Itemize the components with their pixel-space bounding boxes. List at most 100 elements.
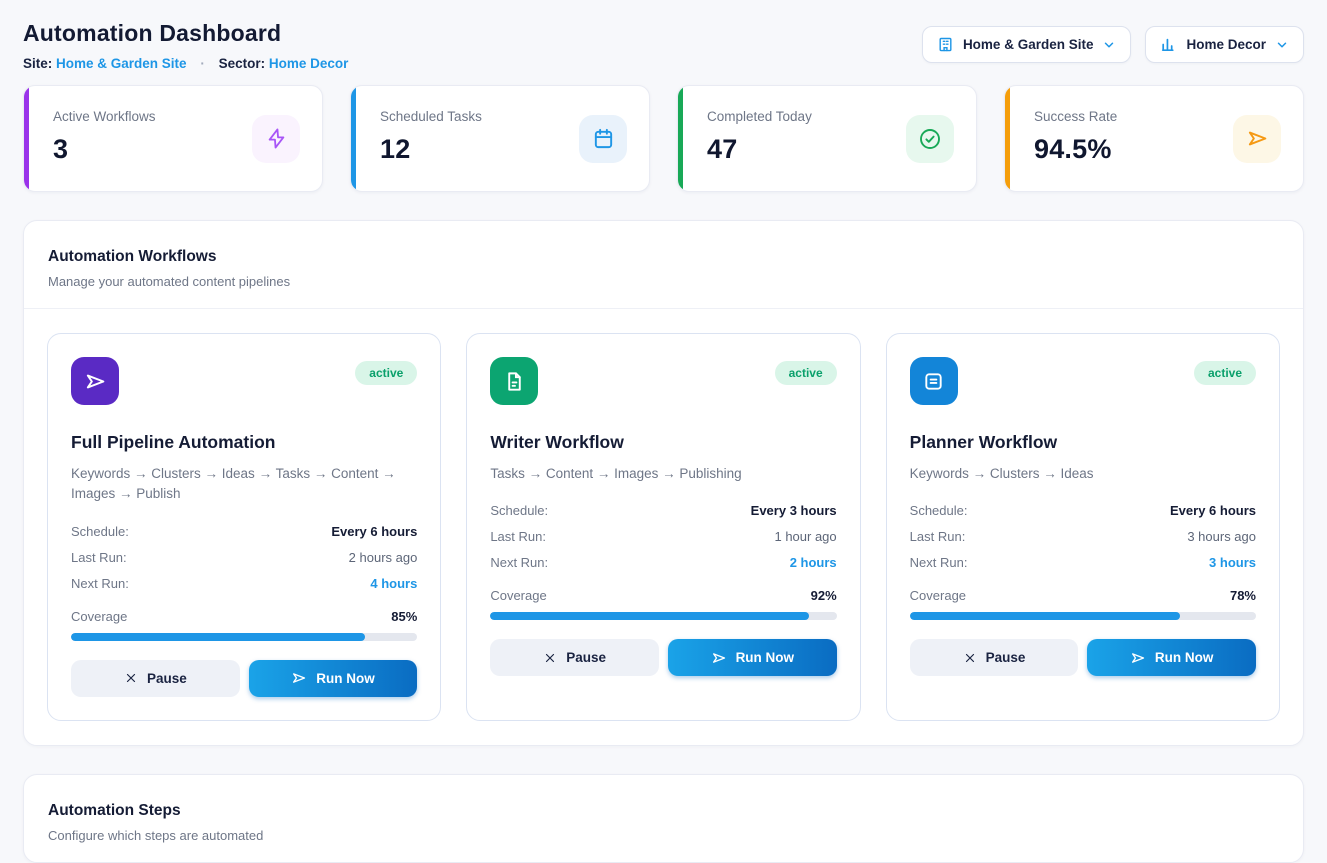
coverage-progress-bar — [71, 632, 418, 641]
site-selector-label: Home & Garden Site — [962, 37, 1094, 52]
coverage-value: 85% — [391, 608, 418, 624]
automation-steps-section: Automation Steps Configure which steps a… — [23, 773, 1304, 863]
workflow-actions: Pause Run Now — [490, 639, 837, 677]
workflow-pipeline: Keywords → Clusters → Ideas — [909, 466, 1094, 481]
workflow-card-head: active — [909, 357, 1256, 405]
site-link[interactable]: Home & Garden Site — [56, 56, 187, 71]
stat-label: Scheduled Tasks — [380, 109, 482, 124]
send-icon — [291, 670, 307, 686]
stat-card-success-rate: Success Rate 94.5% — [1004, 85, 1304, 192]
section-subtitle: Configure which steps are automated — [48, 827, 264, 843]
workflow-card-planner: active Planner Workflow Keywords → Clust… — [885, 333, 1280, 721]
coverage-row: Coverage 92% — [490, 588, 836, 603]
bar-chart-icon — [1160, 36, 1177, 53]
run-now-button-label: Run Now — [316, 670, 375, 686]
coverage-label: Coverage — [490, 588, 547, 604]
stat-accent-stripe — [678, 86, 683, 191]
stats-grid: Active Workflows 3 Scheduled Tasks 12 Co… — [23, 85, 1304, 192]
last-run-row: Last Run: 2 hours ago — [71, 550, 417, 565]
schedule-row: Schedule: Every 3 hours — [490, 503, 836, 518]
stat-value: 3 — [53, 134, 69, 164]
stat-label: Active Workflows — [53, 109, 156, 124]
building-icon — [937, 36, 954, 53]
close-icon — [963, 651, 977, 665]
breadcrumb: Site: Home & Garden Site · Sector: Home … — [23, 56, 348, 71]
coverage-progress-fill — [71, 632, 366, 641]
coverage-row: Coverage 78% — [910, 588, 1256, 603]
last-run-label: Last Run: — [71, 549, 127, 565]
calendar-icon — [579, 114, 627, 163]
pause-button[interactable]: Pause — [71, 659, 240, 697]
workflow-meta-rows: Schedule: Every 6 hours Last Run: 3 hour… — [910, 503, 1256, 581]
run-now-button[interactable]: Run Now — [248, 659, 418, 697]
close-icon — [543, 651, 557, 665]
next-run-row: Next Run: 4 hours — [71, 576, 417, 591]
chevron-down-icon — [1102, 38, 1116, 52]
stat-accent-stripe — [1005, 86, 1010, 191]
sector-label: Sector: — [218, 56, 266, 71]
stat-label: Success Rate — [1034, 109, 1118, 124]
site-selector-dropdown[interactable]: Home & Garden Site — [921, 26, 1132, 63]
stat-value: 47 — [707, 134, 738, 164]
coverage-progress-bar — [490, 612, 837, 621]
status-badge: active — [355, 361, 418, 385]
coverage-value: 92% — [810, 588, 837, 604]
next-run-value: 4 hours — [370, 575, 418, 591]
next-run-value: 3 hours — [1209, 555, 1256, 571]
sector-link[interactable]: Home Decor — [268, 56, 349, 71]
last-run-value: 1 hour ago — [774, 529, 837, 545]
coverage-value: 78% — [1229, 588, 1256, 604]
stat-value: 12 — [380, 134, 411, 164]
schedule-value: Every 6 hours — [331, 523, 418, 539]
separator-dot: · — [200, 56, 205, 71]
workflow-pipeline: Tasks → Content → Images → Publishing — [490, 466, 742, 481]
coverage-progress-fill — [909, 612, 1180, 621]
next-run-value: 2 hours — [789, 555, 837, 571]
close-icon — [124, 671, 138, 685]
chevron-down-icon — [1275, 38, 1289, 52]
send-icon — [1233, 114, 1281, 163]
workflow-meta-rows: Schedule: Every 3 hours Last Run: 1 hour… — [490, 503, 836, 581]
next-run-label: Next Run: — [490, 555, 549, 571]
workflow-meta-rows: Schedule: Every 6 hours Last Run: 2 hour… — [71, 524, 417, 602]
schedule-value: Every 6 hours — [1170, 503, 1256, 519]
status-badge: active — [774, 361, 837, 385]
document-lines-icon — [909, 357, 958, 405]
schedule-row: Schedule: Every 6 hours — [71, 524, 417, 539]
last-run-row: Last Run: 3 hours ago — [910, 529, 1256, 544]
next-run-label: Next Run: — [71, 575, 129, 591]
next-run-row: Next Run: 3 hours — [910, 555, 1256, 570]
last-run-value: 2 hours ago — [348, 549, 418, 565]
workflow-card-head: active — [490, 357, 837, 405]
next-run-row: Next Run: 2 hours — [490, 555, 836, 570]
run-now-button[interactable]: Run Now — [1087, 639, 1256, 677]
sector-selector-dropdown[interactable]: Home Decor — [1145, 26, 1304, 63]
pause-button[interactable]: Pause — [490, 639, 659, 677]
schedule-label: Schedule: — [909, 503, 968, 519]
workflow-cards-grid: active Full Pipeline Automation Keywords… — [47, 333, 1280, 721]
sector-selector-label: Home Decor — [1186, 37, 1266, 52]
pause-button-label: Pause — [566, 650, 607, 666]
stat-accent-stripe — [351, 86, 356, 191]
schedule-label: Schedule: — [71, 523, 129, 539]
page-header: Automation Dashboard Site: Home & Garden… — [23, 20, 1304, 71]
pause-button-label: Pause — [146, 670, 187, 686]
schedule-value: Every 3 hours — [750, 503, 837, 519]
pause-button-label: Pause — [985, 650, 1026, 666]
run-now-button[interactable]: Run Now — [667, 639, 837, 677]
stat-label: Completed Today — [707, 109, 812, 124]
stat-accent-stripe — [24, 86, 29, 191]
pause-button[interactable]: Pause — [909, 639, 1079, 677]
status-badge: active — [1193, 361, 1256, 385]
last-run-label: Last Run: — [490, 529, 546, 545]
stat-card-completed-today: Completed Today 47 — [677, 85, 977, 192]
file-text-icon — [490, 357, 539, 405]
workflow-card-full-pipeline: active Full Pipeline Automation Keywords… — [47, 333, 442, 721]
workflow-pipeline: Keywords → Clusters → Ideas → Tasks → Co… — [71, 466, 396, 502]
workflow-title: Writer Workflow — [490, 432, 624, 452]
header-left: Automation Dashboard Site: Home & Garden… — [23, 20, 348, 71]
coverage-progress-bar — [909, 612, 1256, 621]
site-label: Site: — [23, 56, 53, 71]
section-subtitle: Manage your automated content pipelines — [48, 274, 291, 289]
